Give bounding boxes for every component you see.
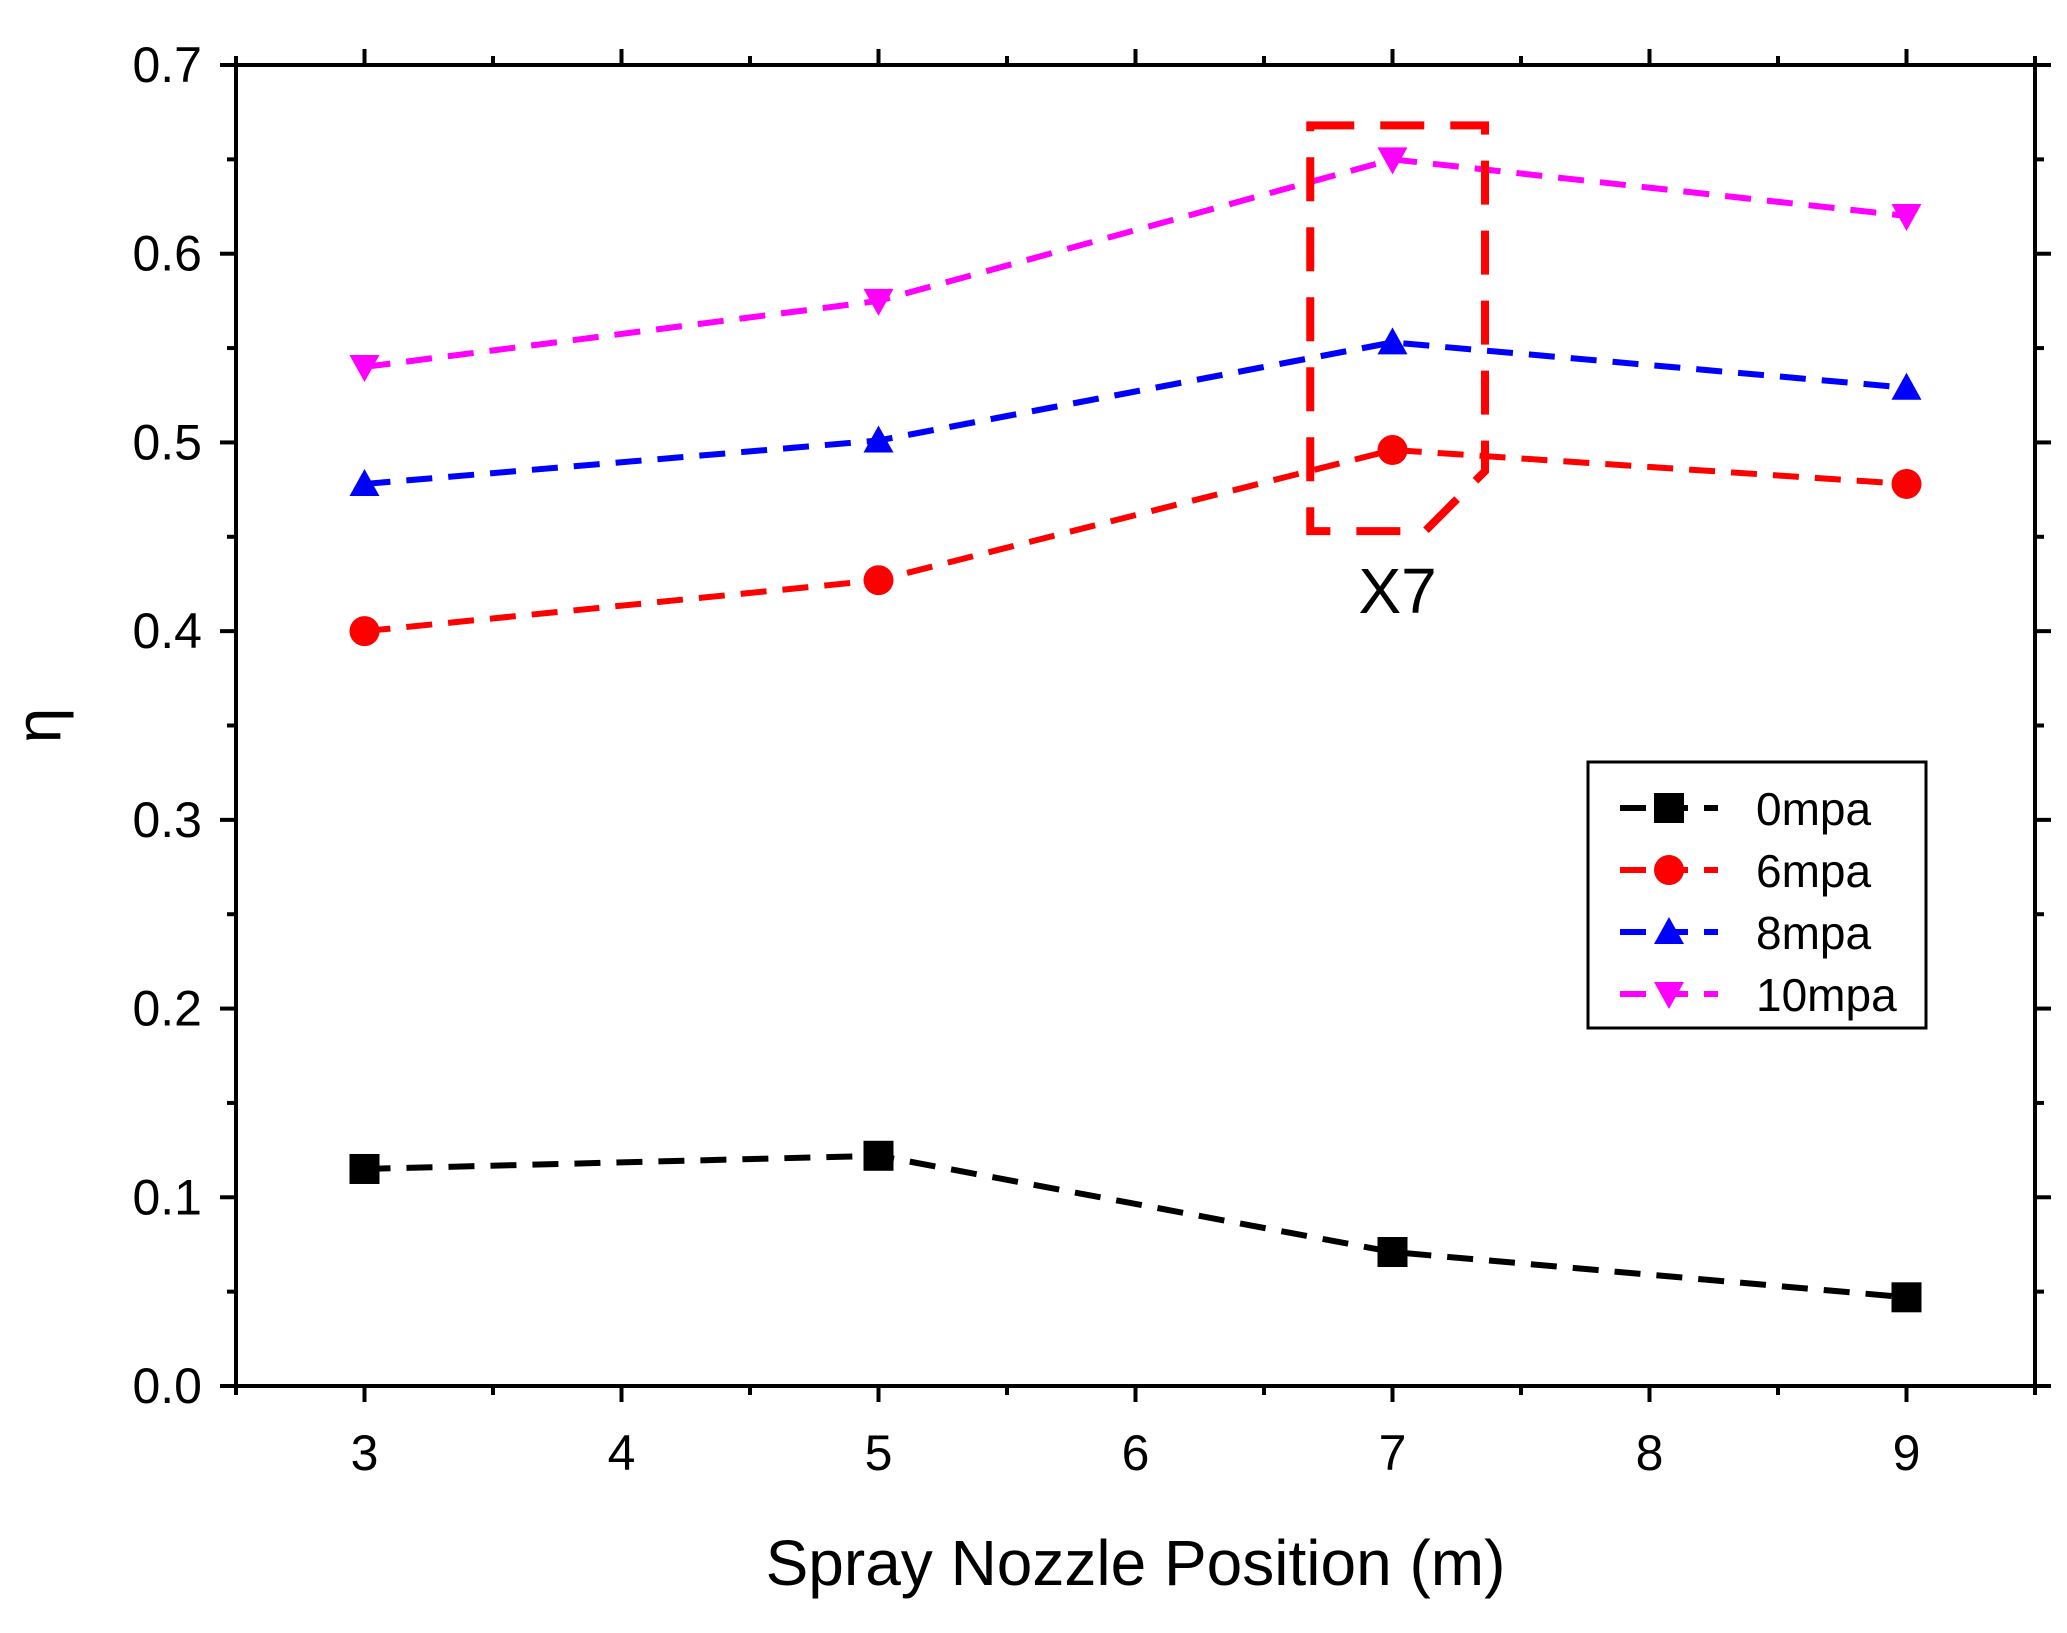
legend: 0mpa 6mpa 8mpa 10mpa xyxy=(1586,760,1928,1030)
y-tick-label: 0.1 xyxy=(132,1169,202,1225)
x-tick-label: 5 xyxy=(865,1425,893,1481)
legend-entry-8mpa: 8mpa xyxy=(1620,907,1871,959)
series-line xyxy=(364,339,1907,487)
axes-group: 3 4 5 6 7 8 9 0.0 0.1 0.2 0.3 0.4 0.5 0.6 0.7 xyxy=(132,37,2051,1481)
x-tick-label: 3 xyxy=(351,1425,379,1481)
y-tick-label: 0.6 xyxy=(132,226,202,282)
series-8mpa xyxy=(349,327,1922,496)
legend-entry-6mpa: 6mpa xyxy=(1620,845,1871,897)
legend-label: 0mpa xyxy=(1756,783,1871,835)
data-point xyxy=(1377,434,1408,465)
data-point xyxy=(1377,327,1408,355)
x-tick-label: 9 xyxy=(1893,1425,1921,1481)
legend-label: 10mpa xyxy=(1756,969,1897,1021)
data-point xyxy=(1891,1282,1922,1313)
data-point xyxy=(1891,372,1922,400)
data-point xyxy=(863,288,894,316)
y-tick-label: 0.7 xyxy=(132,37,202,93)
x-tick-label: 6 xyxy=(1122,1425,1150,1481)
series-line xyxy=(364,156,1907,370)
y-tick-label: 0.4 xyxy=(132,603,202,659)
data-point xyxy=(1377,1237,1408,1268)
legend-marker xyxy=(1654,917,1684,944)
data-point xyxy=(349,1153,380,1184)
x-axis-title: Spray Nozzle Position (m) xyxy=(766,1527,1506,1599)
annotation-box xyxy=(1306,121,1490,536)
x-tick-label: 8 xyxy=(1636,1425,1664,1481)
data-point xyxy=(1377,147,1408,175)
legend-marker xyxy=(1654,793,1684,823)
plot-frame xyxy=(234,63,2037,1388)
legend-label: 8mpa xyxy=(1756,907,1871,959)
annotation-label: X7 xyxy=(1358,555,1436,627)
series-0mpa xyxy=(349,1140,1922,1313)
data-point xyxy=(1891,468,1922,499)
y-tick-label: 0.3 xyxy=(132,792,202,848)
x-tick-label: 7 xyxy=(1379,1425,1407,1481)
data-point xyxy=(863,1140,894,1171)
data-point xyxy=(349,354,380,382)
y-tick-label: 0.2 xyxy=(132,981,202,1037)
y-tick-label: 0.0 xyxy=(132,1358,202,1414)
data-point xyxy=(349,468,380,496)
y-tick-label: 0.5 xyxy=(132,414,202,470)
legend-label: 6mpa xyxy=(1756,845,1871,897)
y-axis-title: η xyxy=(2,708,74,744)
data-point xyxy=(863,565,894,596)
series-line xyxy=(364,1152,1907,1301)
series-6mpa xyxy=(349,434,1922,647)
legend-entry-0mpa: 0mpa xyxy=(1620,783,1871,835)
data-point xyxy=(863,425,894,453)
legend-marker xyxy=(1654,855,1684,885)
series-10mpa xyxy=(349,147,1922,382)
series-group xyxy=(349,147,1922,1313)
data-point xyxy=(1891,203,1922,231)
series-line xyxy=(364,446,1907,635)
data-point xyxy=(349,616,380,647)
x-tick-label: 4 xyxy=(608,1425,636,1481)
annotation-group: X7 xyxy=(1306,121,1490,627)
legend-marker xyxy=(1654,982,1684,1009)
legend-entry-10mpa: 10mpa xyxy=(1620,969,1897,1021)
